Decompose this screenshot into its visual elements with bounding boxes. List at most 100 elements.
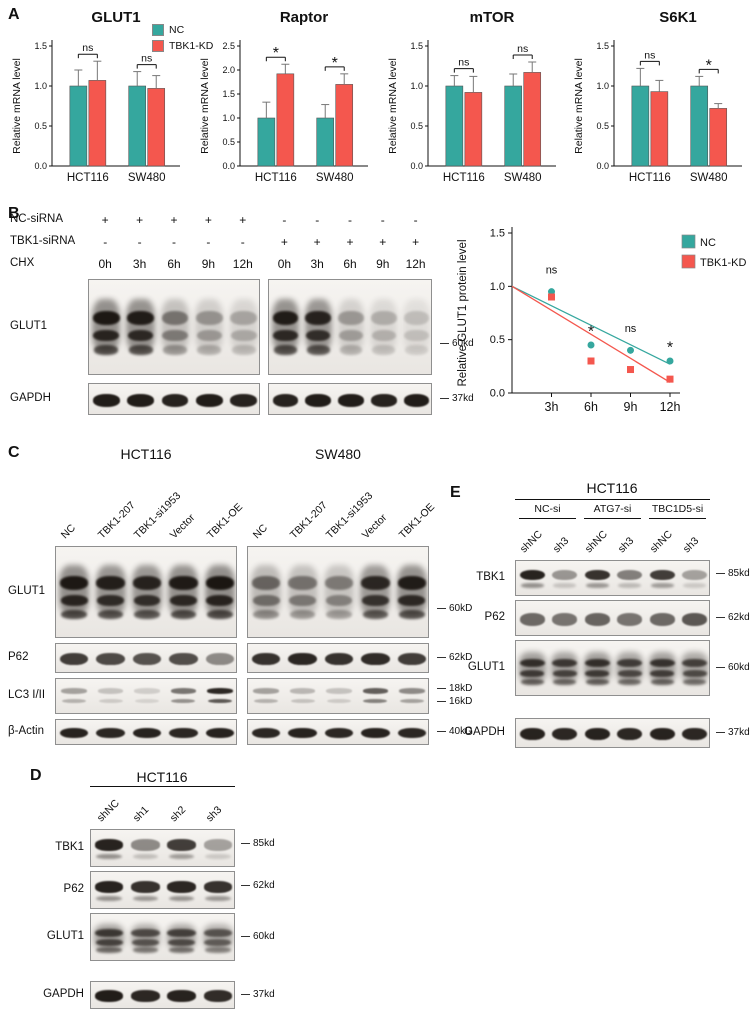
- panel-d-title: HCT116: [136, 769, 188, 785]
- x-category-label: SW480: [690, 172, 728, 184]
- blot-band: [616, 652, 644, 683]
- lane-label: sh3: [615, 534, 637, 556]
- blot-band: [403, 310, 430, 326]
- y-tick-label: 0.5: [222, 137, 235, 147]
- bar: [464, 92, 483, 167]
- blot-band: [324, 576, 354, 591]
- blot-band: [584, 612, 610, 626]
- blot-band: [552, 612, 578, 626]
- blot-band: [361, 576, 390, 591]
- x-category-label: HCT116: [67, 172, 109, 184]
- blot-band: [132, 895, 159, 901]
- blot-band: [648, 652, 676, 683]
- blot-box: [247, 546, 429, 638]
- lane-label: sh1: [131, 803, 152, 825]
- lane-label: shNC: [518, 528, 546, 556]
- blot-band: [289, 594, 317, 606]
- blot-band: [206, 594, 234, 606]
- data-point: [666, 375, 674, 383]
- bar-chart-svg: S6K1 0.0 0.5 1.0 1.5 Relative mRNA level HCT11…: [573, 9, 742, 184]
- blot-band: [324, 652, 354, 666]
- blot-band: [618, 679, 642, 686]
- blot-band: [403, 299, 431, 352]
- panel-b-label: B: [8, 205, 20, 222]
- condition-value: +: [239, 213, 247, 227]
- blot-band: [519, 569, 545, 581]
- blot-band: [132, 576, 162, 591]
- blot-band: [362, 609, 389, 619]
- blot-band: [682, 612, 708, 626]
- condition-value: 0h: [277, 257, 292, 271]
- blot-band: [169, 576, 198, 591]
- blot-box: [55, 546, 237, 638]
- blot-band: [205, 895, 231, 901]
- y-tick-label: 1.5: [34, 41, 47, 51]
- bar: [128, 85, 147, 167]
- blot-box: [247, 643, 429, 673]
- blot-band: [229, 299, 258, 352]
- blot-band: [398, 594, 426, 606]
- blot-band: [195, 393, 223, 407]
- y-tick-label: 1.0: [596, 81, 609, 91]
- legend-label-nc: NC: [169, 24, 185, 36]
- condition-value: -: [206, 235, 211, 249]
- blot-box: [515, 560, 710, 596]
- panel-e-title: HCT116: [586, 480, 638, 496]
- bar: [147, 88, 166, 167]
- y-axis-label: Relative mRNA level: [11, 58, 23, 154]
- marker-label: 37kd: [253, 989, 275, 1000]
- condition-value: +: [412, 235, 420, 249]
- blot-band: [94, 929, 124, 938]
- blot-band: [585, 670, 610, 678]
- blot-band: [230, 310, 258, 326]
- blot-band: [93, 329, 119, 342]
- group-title-sw480: SW480: [315, 446, 361, 462]
- blot-band: [362, 688, 389, 694]
- blot-box: [268, 383, 432, 415]
- condition-value: 6h: [343, 257, 357, 271]
- blot-band: [585, 583, 609, 589]
- bracket-line: [649, 518, 706, 519]
- blot-band: [204, 565, 235, 616]
- group-label: NC-si: [534, 503, 561, 515]
- blot-band: [96, 652, 125, 666]
- y-tick-label: 0.0: [490, 388, 505, 400]
- blot-band: [92, 299, 121, 352]
- blot-band: [306, 329, 331, 342]
- blot-band: [361, 652, 390, 666]
- lane-label: Vector: [360, 511, 390, 542]
- blot-box: [88, 279, 260, 375]
- condition-value: +: [101, 213, 109, 227]
- blot-band: [371, 329, 396, 342]
- blot-box: [268, 279, 432, 375]
- chart-title: Raptor: [280, 9, 328, 26]
- blot-band: [305, 393, 331, 407]
- x-tick-label: 3h: [545, 400, 559, 414]
- blot-band: [372, 345, 396, 355]
- blot-band: [169, 727, 198, 739]
- mw-marker: 37kd: [440, 393, 474, 404]
- blot-row-label: P62: [484, 611, 505, 623]
- blot-band: [396, 565, 427, 616]
- lane-label: sh3: [550, 534, 572, 556]
- y-tick-label: 0.5: [410, 121, 423, 131]
- blot-band: [207, 698, 232, 704]
- mw-marker: 40kD: [437, 726, 472, 737]
- blot-band: [97, 688, 124, 694]
- blot-row-label: GAPDH: [464, 726, 505, 738]
- blot-band: [131, 929, 160, 938]
- marker-tick: [437, 731, 446, 732]
- condition-value: 9h: [201, 257, 216, 271]
- marker-tick: [437, 657, 446, 658]
- significance-label: *: [706, 57, 712, 74]
- blot-box: [90, 981, 235, 1009]
- blot-band: [205, 727, 234, 739]
- condition-value: -: [380, 213, 385, 227]
- blot-band: [60, 727, 89, 739]
- blot-band: [254, 698, 279, 704]
- blot-band: [289, 609, 316, 619]
- trend-line: [511, 285, 671, 383]
- data-point: [666, 357, 674, 365]
- blot-band: [552, 569, 578, 581]
